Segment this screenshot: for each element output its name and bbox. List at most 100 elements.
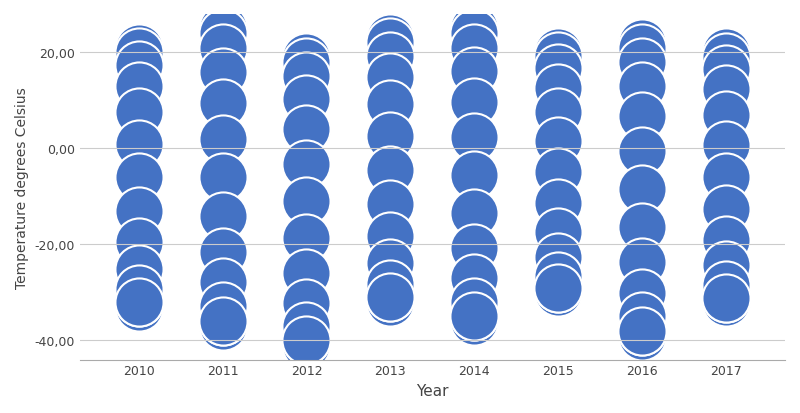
Point [300,161,313,168]
Point [384,102,397,108]
Point [636,259,649,266]
Point [552,201,565,207]
Point [720,86,733,93]
Point [384,167,397,174]
Point [468,134,481,141]
Point [132,141,145,147]
Point [300,235,313,242]
Point [384,294,397,301]
Point [384,167,397,174]
Point [468,313,481,320]
Point [552,230,565,236]
Point [216,323,229,330]
Point [216,46,229,52]
Point [720,299,733,306]
Point [636,83,649,90]
Point [468,245,481,252]
Point [552,230,565,236]
Point [132,83,145,90]
Point [636,60,649,66]
Point [468,318,481,325]
Point [384,74,397,81]
Point [300,235,313,242]
Point [636,149,649,155]
Point [384,36,397,42]
Point [300,270,313,277]
Point [552,139,565,145]
Point [552,254,565,261]
Point [132,83,145,90]
Point [552,201,565,207]
Point [132,304,145,310]
Point [552,254,565,261]
Point [468,31,481,38]
Point [636,45,649,52]
Point [552,170,565,176]
Point [720,54,733,61]
Point [384,53,397,60]
Point [468,275,481,282]
Point [300,59,313,66]
Point [720,174,733,181]
Point [468,45,481,52]
Point [384,294,397,301]
Point [132,208,145,214]
Point [468,245,481,252]
Point [720,112,733,119]
Point [132,50,145,56]
Point [384,74,397,81]
Point [384,53,397,60]
Point [468,299,481,305]
Point [300,74,313,81]
Point [720,263,733,269]
Point [384,299,397,306]
Point [468,299,481,305]
Point [300,270,313,277]
Point [132,239,145,246]
Point [216,280,229,286]
Point [132,174,145,181]
Point [216,26,229,33]
Point [552,285,565,292]
Point [468,26,481,33]
Point [132,299,145,306]
Point [468,69,481,76]
Point [636,313,649,320]
Point [132,45,145,52]
Point [468,31,481,38]
Point [132,266,145,273]
Point [384,233,397,240]
Point [636,328,649,334]
Point [216,318,229,325]
Point [384,40,397,47]
Point [636,224,649,231]
Point [552,110,565,116]
Point [132,208,145,214]
Point [636,259,649,266]
Point [216,249,229,255]
Point [552,54,565,61]
Point [468,45,481,52]
Point [720,206,733,213]
Point [384,202,397,208]
Point [636,60,649,66]
Point [384,40,397,47]
Point [300,126,313,133]
Point [636,224,649,231]
Point [468,99,481,106]
Point [468,313,481,320]
Point [720,295,733,301]
Point [300,337,313,344]
Point [636,186,649,193]
Point [636,114,649,120]
Point [720,237,733,243]
Point [720,295,733,301]
Point [636,290,649,296]
Point [720,142,733,149]
Point [720,206,733,213]
Point [384,260,397,267]
Point [720,282,733,289]
Point [216,174,229,181]
Point [132,62,145,69]
Point [216,213,229,219]
